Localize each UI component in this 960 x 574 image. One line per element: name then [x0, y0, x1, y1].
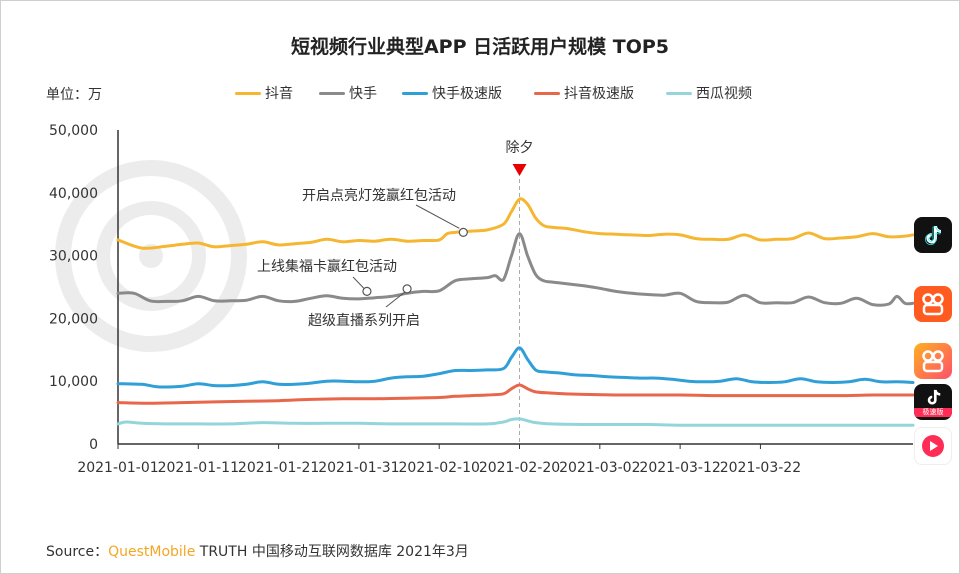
source-prefix: Source： — [46, 544, 109, 560]
source-brand: QuestMobile — [108, 544, 196, 560]
series-line-4 — [116, 417, 915, 427]
legend-item-kuaishou-lite: 快手极速版 — [402, 82, 502, 104]
annotation-dot — [362, 286, 372, 296]
xigua-icon — [914, 427, 952, 465]
x-tick-label: 2021-02-20 — [479, 460, 560, 476]
eve-marker: 除夕 — [506, 140, 534, 444]
legend-swatch-douyin-lite — [534, 91, 560, 95]
x-tick-label: 2021-01-31 — [318, 460, 399, 476]
annotation-leader — [415, 204, 460, 229]
x-tick-label: 2021-01-01 — [77, 460, 158, 476]
kuaishou-icon — [914, 286, 952, 322]
y-tick-label: 40,000 — [49, 186, 98, 202]
kuaishou-lite-icon — [914, 343, 952, 379]
legend-label-douyin-lite: 抖音极速版 — [564, 86, 634, 102]
legend-item-kuaishou: 快手 — [319, 82, 377, 104]
legend-swatch-kuaishou — [319, 91, 345, 95]
legend-swatch-kuaishou-lite — [402, 91, 428, 95]
legend-item-xigua: 西瓜视频 — [666, 82, 752, 104]
legend-item-douyin: 抖音 — [235, 82, 293, 104]
x-tick-label: 2021-03-02 — [559, 460, 640, 476]
x-tick-label: 2021-03-12 — [639, 460, 720, 476]
legend-label-kuaishou: 快手 — [349, 86, 377, 102]
chart-title: 短视频行业典型APP 日活跃用户规模 TOP5 — [290, 36, 670, 58]
series-line-2 — [116, 346, 915, 389]
eve-triangle — [512, 164, 527, 176]
series-line-1 — [116, 232, 915, 307]
annotation-label-live: 超级直播系列开启 — [308, 312, 420, 329]
legend-swatch-douyin — [235, 91, 261, 95]
watermark — [55, 160, 247, 352]
x-tick-label: 2021-01-21 — [238, 460, 319, 476]
legend-item-douyin-lite: 抖音极速版 — [534, 82, 634, 104]
source-suffix: TRUTH 中国移动互联网数据库 2021年3月 — [195, 544, 469, 560]
douyin-lite-badge: 极速版 — [914, 407, 952, 417]
annotation-dot — [402, 284, 412, 294]
legend: 抖音 快手 快手极速版 抖音极速版 西瓜视频 — [1, 82, 959, 104]
legend-swatch-xigua — [666, 91, 692, 95]
series-lines — [116, 197, 915, 427]
y-tick-label: 30,000 — [49, 249, 98, 265]
legend-label-kuaishou-lite: 快手极速版 — [432, 86, 502, 102]
y-tick-label: 0 — [89, 437, 98, 453]
annotation-label-lantern: 开启点亮灯笼赢红包活动 — [302, 187, 456, 204]
legend-label-xigua: 西瓜视频 — [696, 86, 752, 102]
series-line-3 — [116, 383, 915, 405]
annotation-leader — [352, 276, 365, 289]
douyin-lite-icon: 极速版 — [914, 384, 952, 420]
series-line-0 — [116, 197, 915, 250]
annotation-leader — [385, 291, 406, 308]
source-line: Source：QuestMobile TRUTH 中国移动互联网数据库 2021… — [46, 541, 469, 561]
douyin-icon — [914, 217, 952, 253]
x-tick-label: 2021-01-11 — [158, 460, 239, 476]
annotation-label-fuka: 上线集福卡赢红包活动 — [257, 258, 397, 275]
annotation-dot — [458, 227, 468, 237]
y-tick-label: 50,000 — [49, 123, 98, 139]
legend-label-douyin: 抖音 — [265, 86, 293, 102]
x-axis: 2021-01-012021-01-112021-01-212021-01-31… — [77, 443, 913, 476]
unit-label: 单位：万 — [46, 87, 102, 103]
eve-label: 除夕 — [506, 140, 534, 156]
x-tick-label: 2021-02-10 — [399, 460, 480, 476]
x-tick-label: 2021-03-22 — [720, 460, 801, 476]
y-tick-label: 10,000 — [49, 374, 98, 390]
y-tick-label: 20,000 — [49, 311, 98, 327]
y-axis: 50,000 40,000 30,000 20,000 10,000 0 — [49, 123, 119, 453]
